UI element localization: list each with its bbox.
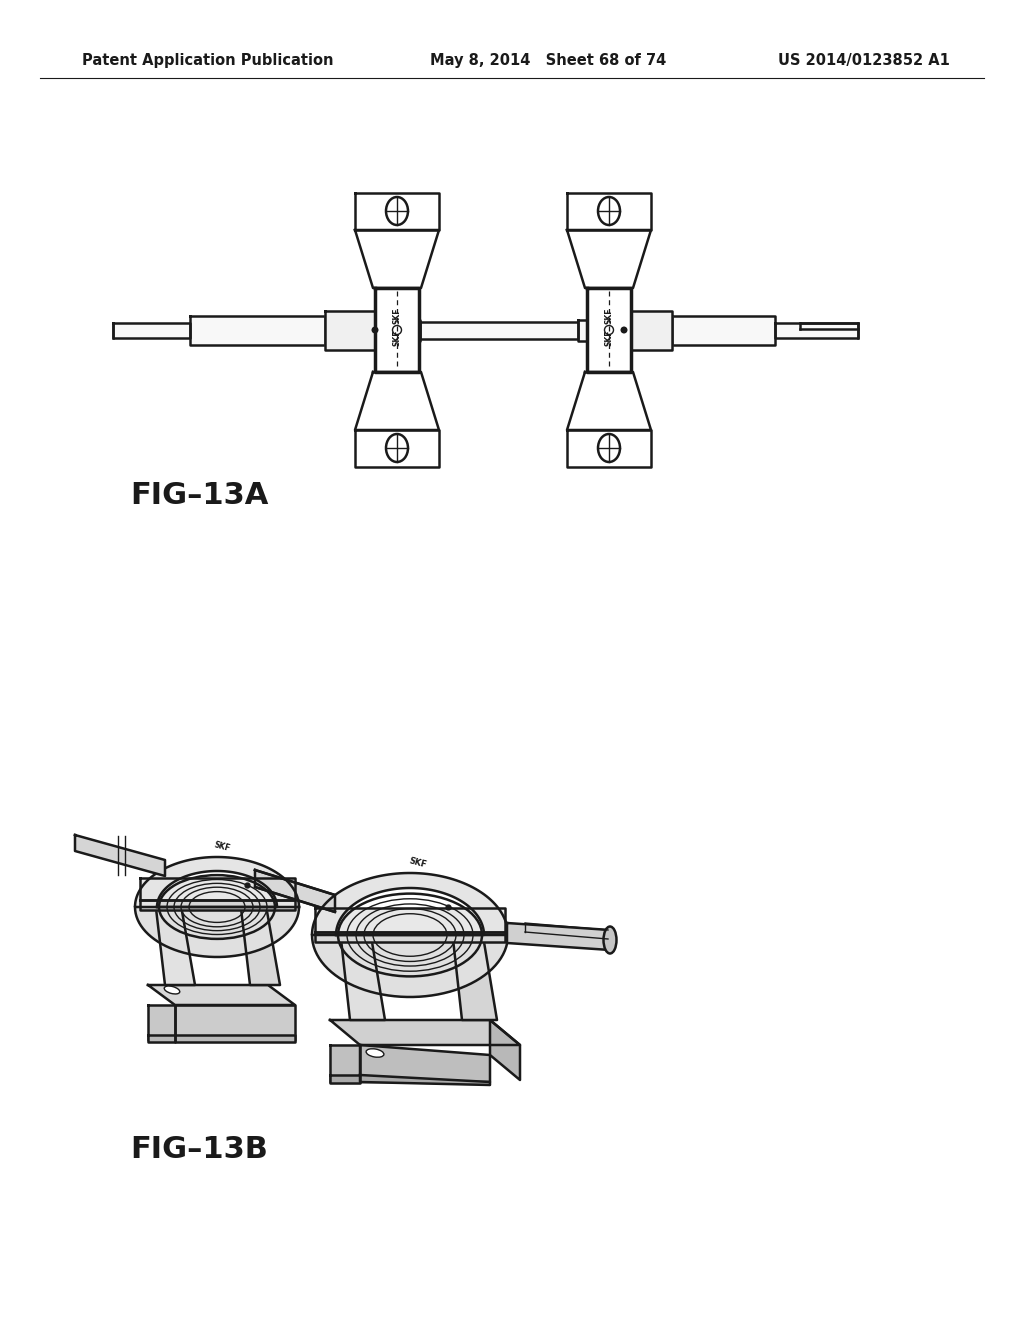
Polygon shape xyxy=(240,900,280,985)
Polygon shape xyxy=(375,319,420,341)
Polygon shape xyxy=(567,430,651,467)
Polygon shape xyxy=(190,315,325,345)
Text: SKF: SKF xyxy=(409,857,428,870)
Polygon shape xyxy=(312,935,508,997)
Polygon shape xyxy=(355,430,439,467)
Polygon shape xyxy=(175,1035,295,1041)
Ellipse shape xyxy=(164,986,180,994)
Polygon shape xyxy=(340,931,385,1020)
Ellipse shape xyxy=(603,927,616,953)
Polygon shape xyxy=(360,1045,490,1082)
Polygon shape xyxy=(330,1074,360,1082)
Text: FIG–13A: FIG–13A xyxy=(130,480,268,510)
Polygon shape xyxy=(507,923,610,950)
Text: SKF: SKF xyxy=(213,841,231,854)
Text: SKF: SKF xyxy=(604,330,613,346)
Polygon shape xyxy=(140,900,295,909)
Text: US 2014/0123852 A1: US 2014/0123852 A1 xyxy=(778,53,950,67)
Polygon shape xyxy=(325,312,375,350)
Polygon shape xyxy=(75,836,165,876)
Polygon shape xyxy=(420,322,578,339)
Polygon shape xyxy=(135,907,299,957)
Text: Patent Application Publication: Patent Application Publication xyxy=(82,53,334,67)
Polygon shape xyxy=(452,931,497,1020)
Polygon shape xyxy=(175,1005,295,1040)
Polygon shape xyxy=(567,193,651,230)
Polygon shape xyxy=(148,985,295,1005)
Circle shape xyxy=(372,326,379,334)
Polygon shape xyxy=(490,1020,520,1080)
Polygon shape xyxy=(315,932,505,942)
Polygon shape xyxy=(155,900,195,985)
Polygon shape xyxy=(567,230,651,288)
Text: FIG–13B: FIG–13B xyxy=(130,1135,268,1164)
Polygon shape xyxy=(315,908,505,932)
Circle shape xyxy=(621,326,628,334)
Polygon shape xyxy=(375,288,419,372)
Polygon shape xyxy=(355,372,439,430)
Polygon shape xyxy=(255,870,335,912)
Polygon shape xyxy=(624,312,672,350)
Text: SKF: SKF xyxy=(392,308,401,325)
Polygon shape xyxy=(360,1074,490,1085)
Polygon shape xyxy=(135,857,299,907)
Text: SKF: SKF xyxy=(392,330,401,346)
Polygon shape xyxy=(113,323,190,338)
Text: May 8, 2014   Sheet 68 of 74: May 8, 2014 Sheet 68 of 74 xyxy=(430,53,667,67)
Polygon shape xyxy=(148,1005,175,1040)
Polygon shape xyxy=(330,1045,360,1082)
Polygon shape xyxy=(148,1035,175,1041)
Polygon shape xyxy=(330,1020,520,1045)
Polygon shape xyxy=(587,288,631,372)
Polygon shape xyxy=(140,878,295,900)
Polygon shape xyxy=(578,319,624,341)
Polygon shape xyxy=(355,193,439,230)
Ellipse shape xyxy=(367,1049,384,1057)
Polygon shape xyxy=(567,372,651,430)
Text: SKF: SKF xyxy=(604,308,613,325)
Polygon shape xyxy=(672,315,775,345)
Polygon shape xyxy=(312,873,508,935)
Polygon shape xyxy=(355,230,439,288)
Polygon shape xyxy=(775,323,858,338)
